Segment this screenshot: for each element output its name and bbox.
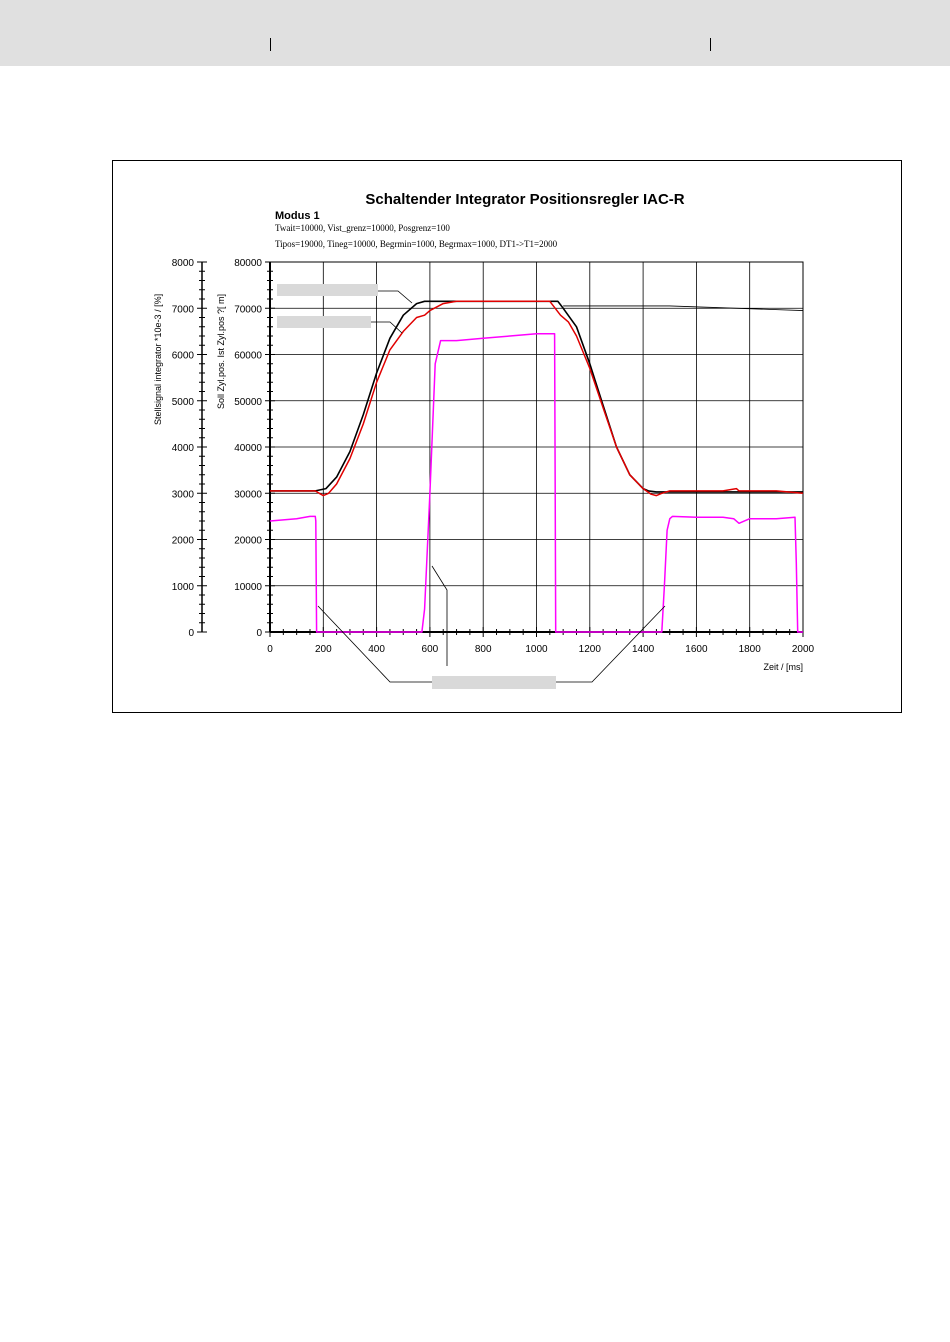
header-divider-left [270,38,271,51]
y-tick-label-right: 0 [256,628,262,639]
y-tick-label-right: 70000 [234,304,262,315]
x-tick-label: 400 [368,644,385,655]
redacted-label-soll [277,284,378,296]
y-tick-label-right: 80000 [234,258,262,269]
x-tick-label: 800 [475,644,492,655]
x-tick-label: 0 [267,644,273,655]
y-tick-label-left: 5000 [172,397,195,408]
y-tick-label-right: 40000 [234,443,262,454]
series-line-stellsignal [269,332,803,633]
y-tick-label-left: 7000 [172,304,195,315]
figure-frame [112,160,902,713]
x-tick-label: 600 [422,644,439,655]
x-axis-label: Zeit / [ms] [763,662,803,672]
leader-line-stellsignal-2 [431,565,448,666]
y-tick-label-right: 30000 [234,489,262,500]
redacted-label-stellsignal [432,676,556,689]
x-tick-label: 1400 [632,644,655,655]
x-tick-label: 2000 [792,644,815,655]
x-tick-label: 1800 [739,644,762,655]
param-line-1: Twait=10000, Vist_grenz=10000, Posgrenz=… [275,223,450,233]
y-axis-label-left: Stellsignal integrator *10e-3 / [%] [153,294,163,425]
leader-line-ist [371,321,403,334]
x-tick-label: 200 [315,644,332,655]
chart-title: Schaltender Integrator Positionsregler I… [365,191,684,208]
leader-line-stellsignal-1 [317,605,432,683]
header-divider-right [710,38,711,51]
x-tick-label: 1200 [579,644,602,655]
y-tick-label-left: 2000 [172,536,195,547]
y-tick-label-left: 3000 [172,489,195,500]
y-tick-label-left: 4000 [172,443,195,454]
leader-line-stellsignal-3 [556,605,666,683]
page-header-band [0,0,950,66]
x-tick-label: 1600 [685,644,708,655]
y-axis-label-right: Soll Zyl.pos. Ist Zyl.pos ?[ m] [216,294,226,409]
leader-line-soll [378,290,413,304]
y-tick-label-left: 6000 [172,351,195,362]
series-line-secondary [563,305,804,311]
y-tick-label-right: 20000 [234,536,262,547]
redacted-label-ist [277,316,371,328]
y-tick-label-right: 60000 [234,351,262,362]
mode-label: Modus 1 [275,210,320,222]
y-tick-label-left: 0 [188,628,194,639]
x-tick-label: 1000 [525,644,548,655]
y-tick-label-left: 8000 [172,258,195,269]
y-tick-label-left: 1000 [172,582,195,593]
param-line-2: Tipos=19000, Tineg=10000, Begrmin=1000, … [275,239,558,249]
series-line-ist [270,300,804,497]
y-tick-label-right: 50000 [234,397,262,408]
y-tick-label-right: 10000 [234,582,262,593]
